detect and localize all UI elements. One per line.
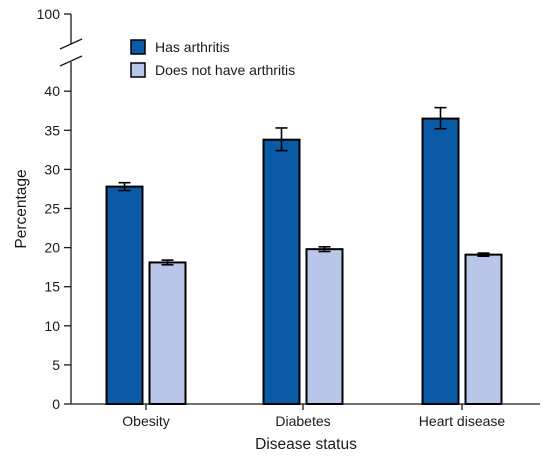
bar-has-arthritis [262, 138, 301, 406]
x-tick-label: Diabetes [275, 413, 330, 429]
y-axis-title: Percentage [13, 169, 30, 248]
y-tick-label: 15 [44, 279, 60, 295]
bars [105, 117, 503, 406]
y-tick-label: 35 [44, 122, 60, 138]
legend-swatch [130, 62, 146, 78]
bar-has-arthritis [421, 117, 460, 405]
y-tick-label: 25 [44, 201, 60, 217]
y-tick-label: 5 [52, 357, 60, 373]
x-ticks: Obesity Diabetes Heart disease [122, 404, 505, 429]
y-tick-label: 0 [52, 396, 60, 412]
bar-has-arthritis [105, 185, 144, 405]
axis-break-marks [59, 38, 83, 67]
y-tick-label: 10 [44, 318, 60, 334]
x-tick-label: Heart disease [419, 413, 506, 429]
x-tick-label: Obesity [122, 413, 169, 429]
bar-no-arthritis [305, 248, 344, 405]
axis-break-mark [59, 55, 83, 67]
y-ticks: 0 5 10 15 20 25 30 35 40 100 [37, 6, 71, 412]
y-tick-label: 100 [37, 6, 61, 22]
axis-break-mark [59, 38, 83, 50]
y-tick-label: 20 [44, 240, 60, 256]
legend-swatch [130, 39, 146, 55]
x-axis-title: Disease status [255, 436, 357, 453]
y-tick-label: 30 [44, 161, 60, 177]
y-tick-label: 40 [44, 83, 60, 99]
legend-label: Does not have arthritis [155, 62, 295, 78]
bar-no-arthritis [464, 253, 503, 405]
legend: Has arthritis Does not have arthritis [130, 39, 295, 78]
bar-no-arthritis [148, 261, 187, 406]
error-bars [118, 106, 490, 266]
legend-label: Has arthritis [155, 39, 230, 55]
